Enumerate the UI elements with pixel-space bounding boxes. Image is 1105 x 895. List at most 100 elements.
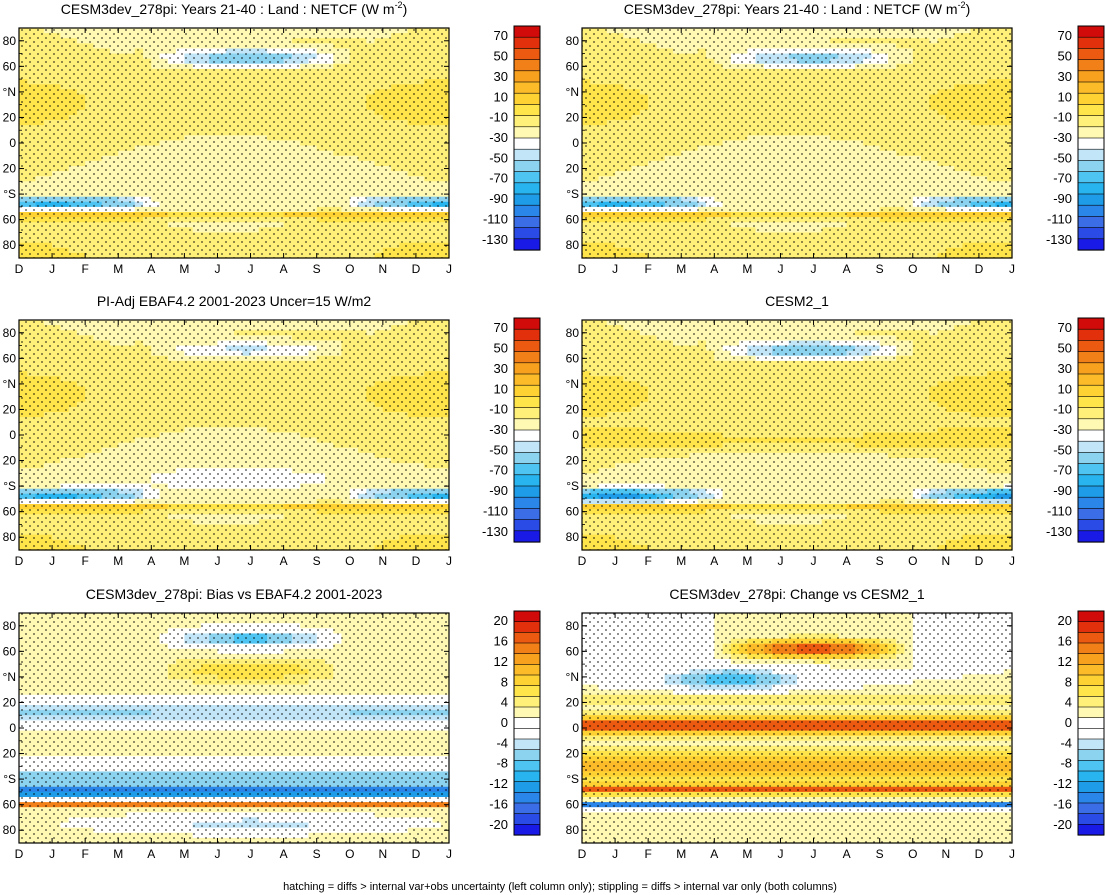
colorbar-segment	[513, 193, 541, 206]
colorbar-segment	[513, 126, 541, 139]
x-tick-label: D	[975, 262, 984, 276]
x-tick-label: S	[876, 262, 884, 276]
y-tick-label: 80	[3, 34, 17, 48]
y-tick-label: 60	[566, 59, 580, 73]
colorbar-label: -110	[483, 211, 508, 226]
x-tick-label: M	[676, 262, 686, 276]
panel-2: CESM3dev_278pi: Years 21-40 : Land : NET…	[566, 0, 1105, 276]
colorbar-segment	[513, 137, 541, 150]
colorbar-label: -50	[489, 150, 508, 165]
x-tick-label: D	[412, 262, 421, 276]
colorbar-segment	[513, 216, 541, 229]
colorbar-segment	[1077, 126, 1105, 139]
colorbar-label: 10	[1058, 89, 1072, 104]
y-tick-label: 20	[566, 162, 580, 176]
y-tick-label: °N	[566, 85, 579, 99]
y-tick-label: 0	[9, 136, 16, 150]
x-tick-label: O	[345, 262, 354, 276]
x-tick-label: N	[379, 262, 388, 276]
y-tick-label: 80	[566, 238, 580, 252]
colorbar-segment	[513, 227, 541, 240]
colorbar-label: -30	[489, 130, 508, 145]
colorbar-segment	[1077, 227, 1105, 240]
colorbar-frame	[513, 25, 541, 251]
y-tick-label: 20	[3, 110, 17, 124]
colorbar-segment	[513, 36, 541, 50]
colorbar-label: -10	[489, 110, 508, 125]
panel-3: PI-Adj EBAF4.2 2001-2023 Uncer=15 W/m2D J…	[3, 293, 541, 568]
x-tick-label: N	[942, 262, 951, 276]
colorbar-segment	[513, 70, 541, 83]
colorbar-segment	[1077, 193, 1105, 206]
colorbar-segment	[1077, 204, 1105, 217]
colorbar-segment	[513, 171, 541, 184]
colorbar-segment	[513, 115, 541, 128]
x-tick-label: D	[15, 262, 24, 276]
x-tick-label: S	[313, 262, 321, 276]
colorbar-segment	[513, 59, 541, 72]
x-tick-label: O	[908, 262, 917, 276]
panel-1: CESM3dev_278pi: Years 21-40 : Land : NET…	[3, 0, 541, 276]
colorbar-segment	[1077, 25, 1105, 38]
colorbar-segment	[1077, 70, 1105, 83]
x-tick-label: D	[578, 262, 587, 276]
colorbar-label: 10	[494, 89, 508, 104]
colorbar-label: -90	[1053, 191, 1072, 206]
y-tick-label: °N	[3, 85, 16, 99]
colorbar-segment	[513, 104, 541, 117]
x-tick-label: A	[280, 262, 288, 276]
x-tick-label: M	[742, 262, 752, 276]
colorbar-segment	[513, 148, 541, 161]
colorbar-segment	[513, 25, 541, 38]
colorbar-segment	[1077, 182, 1105, 195]
x-tick-label: A	[147, 262, 155, 276]
colorbar-label: 70	[494, 28, 508, 43]
colorbar-segment	[1077, 171, 1105, 184]
y-tick-label: °S	[566, 187, 579, 201]
colorbar-segment	[513, 81, 541, 94]
panel-title: CESM3dev_278pi: Years 21-40 : Land : NET…	[624, 0, 971, 17]
colorbar-segment	[513, 160, 541, 173]
y-tick-label: °S	[3, 187, 16, 201]
x-tick-label: J	[446, 262, 452, 276]
stippling-overlay	[19, 28, 449, 258]
colorbar-segment	[1077, 92, 1105, 105]
colorbar-label: -30	[1053, 130, 1072, 145]
colorbar-label: -50	[1053, 150, 1072, 165]
colorbar-segment	[513, 204, 541, 217]
colorbar-label: -110	[1047, 211, 1072, 226]
colorbar-label: -130	[482, 232, 508, 247]
colorbar-segment	[1077, 137, 1105, 150]
colorbar-frame	[1077, 25, 1105, 251]
y-tick-label: 20	[3, 162, 17, 176]
x-tick-label: J	[612, 262, 618, 276]
colorbar-segment	[1077, 59, 1105, 72]
colorbar: 70 50 30 10 -10 -30 -50 -70 -90 -110 -130	[482, 25, 541, 251]
x-tick-label: A	[843, 262, 851, 276]
colorbar-label: -90	[489, 191, 508, 206]
colorbar-segment	[513, 182, 541, 195]
y-tick-label: 60	[3, 213, 17, 227]
colorbar-segment	[1077, 48, 1105, 61]
y-tick-label: 80	[566, 34, 580, 48]
colorbar-segment	[513, 48, 541, 61]
x-tick-label: M	[113, 262, 123, 276]
colorbar-label: -70	[1053, 171, 1072, 186]
colorbar-label: 50	[1058, 49, 1072, 64]
panel-title: CESM3dev_278pi: Years 21-40 : Land : NET…	[61, 0, 408, 17]
colorbar-segment	[1077, 216, 1105, 229]
colorbar-segment	[1077, 115, 1105, 128]
colorbar-label: -70	[489, 171, 508, 186]
y-tick-label: 80	[3, 238, 17, 252]
y-tick-label: 60	[3, 59, 17, 73]
colorbar-segment	[1077, 160, 1105, 173]
colorbar-label: 30	[1058, 69, 1072, 84]
colorbar-segment	[1077, 36, 1105, 50]
colorbar-segment	[513, 238, 541, 251]
colorbar-label: 30	[494, 69, 508, 84]
x-tick-label: J	[811, 262, 817, 276]
colorbar-label: 50	[494, 49, 508, 64]
y-tick-label: 20	[566, 110, 580, 124]
